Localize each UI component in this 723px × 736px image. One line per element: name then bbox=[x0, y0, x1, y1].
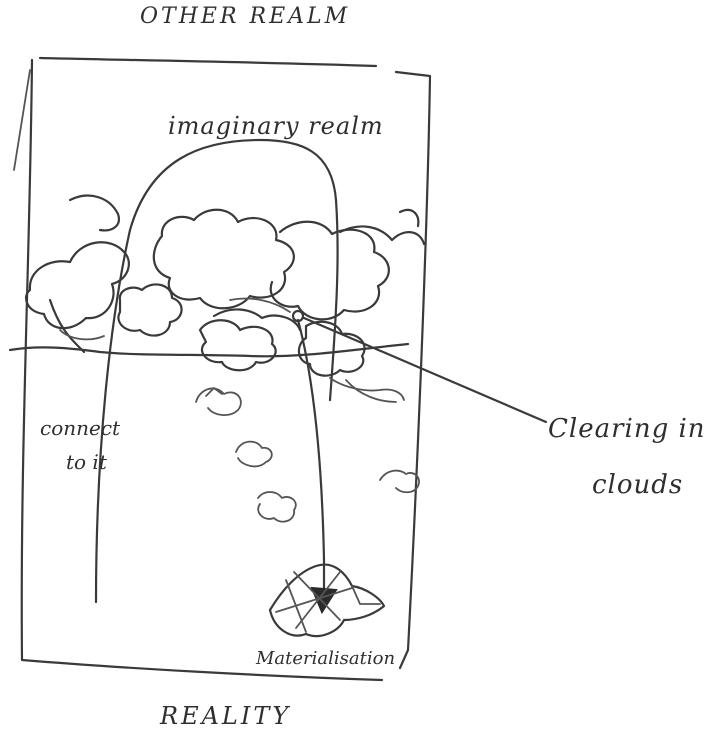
reality-label: REALITY bbox=[160, 702, 292, 730]
clearing-label: Clearing in bbox=[548, 414, 706, 444]
other-realm-label: OTHER REALM bbox=[140, 4, 351, 29]
materialisation-arrow bbox=[296, 318, 338, 615]
imaginary-realm-label: imaginary realm bbox=[168, 112, 384, 140]
connect-label-line2: to it bbox=[66, 450, 107, 474]
imaginary-realm-arch bbox=[94, 138, 339, 604]
realm-frame bbox=[13, 56, 432, 682]
connect-label: connect bbox=[40, 416, 121, 440]
materialisation-shape bbox=[268, 563, 386, 638]
clearing-label-line2: clouds bbox=[592, 470, 684, 500]
cloud-layer bbox=[8, 194, 426, 377]
small-clouds bbox=[195, 377, 420, 523]
materialisation-label: Materialisation bbox=[256, 648, 396, 669]
